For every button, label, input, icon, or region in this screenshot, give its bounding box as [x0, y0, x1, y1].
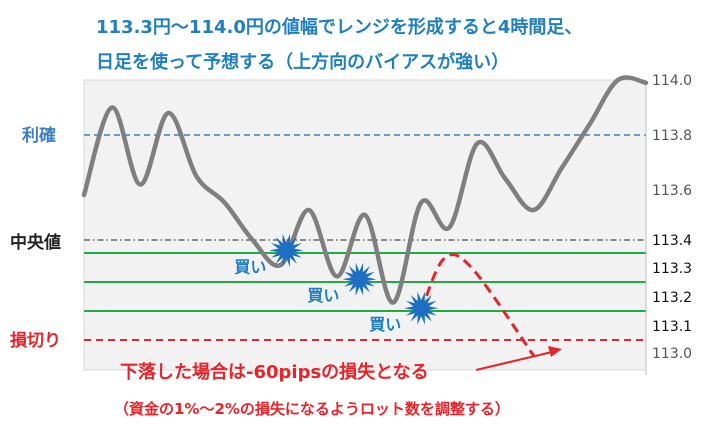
- loss-annotation: 下落した場合は-60pipsの損失となる: [120, 361, 429, 383]
- y-tick-label: 113.2: [652, 290, 692, 306]
- y-tick-label: 113.3: [652, 261, 692, 277]
- plot-area: [83, 79, 647, 371]
- buy-label: 買い: [234, 257, 266, 276]
- buy-label: 買い: [307, 286, 339, 305]
- projected-drop-line: [419, 252, 535, 357]
- chart-title-line1: 113.3円～114.0円の値幅でレンジを形成すると4時間足、: [96, 16, 582, 38]
- buy-star-icon: [269, 233, 304, 267]
- y-tick-label: 113.0: [652, 346, 692, 362]
- lot-size-note: （資金の1%～2%の損失になるようロット数を調整する）: [114, 400, 510, 418]
- annotation-arrow: [475, 351, 553, 371]
- chart-title-line2: 日足を使って予想する（上方向のバイアスが強い）: [96, 51, 509, 73]
- buy-star-icon: [404, 291, 439, 325]
- buy-label: 買い: [369, 315, 401, 334]
- y-tick-label: 113.4: [652, 233, 692, 249]
- buy-star-icon: [342, 262, 377, 296]
- y-tick-label: 114.0: [652, 73, 692, 89]
- price-series-line: [81, 75, 649, 305]
- annotation-arrow-head: [548, 346, 562, 357]
- y-tick-label: 113.6: [652, 183, 692, 199]
- y-tick-label: 113.8: [652, 128, 692, 144]
- midpoint-label: 中央値: [10, 232, 61, 253]
- stop-loss-label: 損切り: [10, 330, 61, 351]
- y-axis-tick-labels: 114.0 113.8 113.6 113.4 113.3 113.2 113.1 113.0: [652, 73, 692, 362]
- take-profit-label: 利確: [22, 125, 56, 146]
- y-tick-label: 113.1: [652, 319, 692, 335]
